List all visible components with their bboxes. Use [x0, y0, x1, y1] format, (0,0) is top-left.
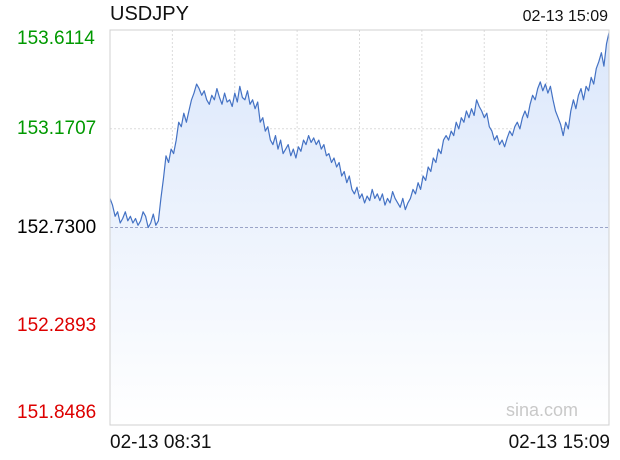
y-tick-label: 152.2893 — [17, 315, 97, 337]
y-tick-label: 153.1707 — [17, 117, 97, 139]
x-tick-label-start: 02-13 08:31 — [110, 432, 212, 453]
last-update-time: 02-13 15:09 — [522, 8, 608, 25]
watermark: sina.com — [506, 400, 579, 420]
y-tick-label: 151.8486 — [17, 402, 97, 423]
price-line — [109, 32, 610, 229]
y-tick-label: 153.6114 — [17, 28, 95, 49]
plot-frame — [109, 29, 610, 426]
y-tick-label: 152.7300 — [17, 216, 97, 238]
chart-title: USDJPY — [110, 3, 189, 25]
x-tick-label-end: 02-13 15:09 — [508, 432, 610, 453]
price-area-fill — [110, 32, 609, 425]
